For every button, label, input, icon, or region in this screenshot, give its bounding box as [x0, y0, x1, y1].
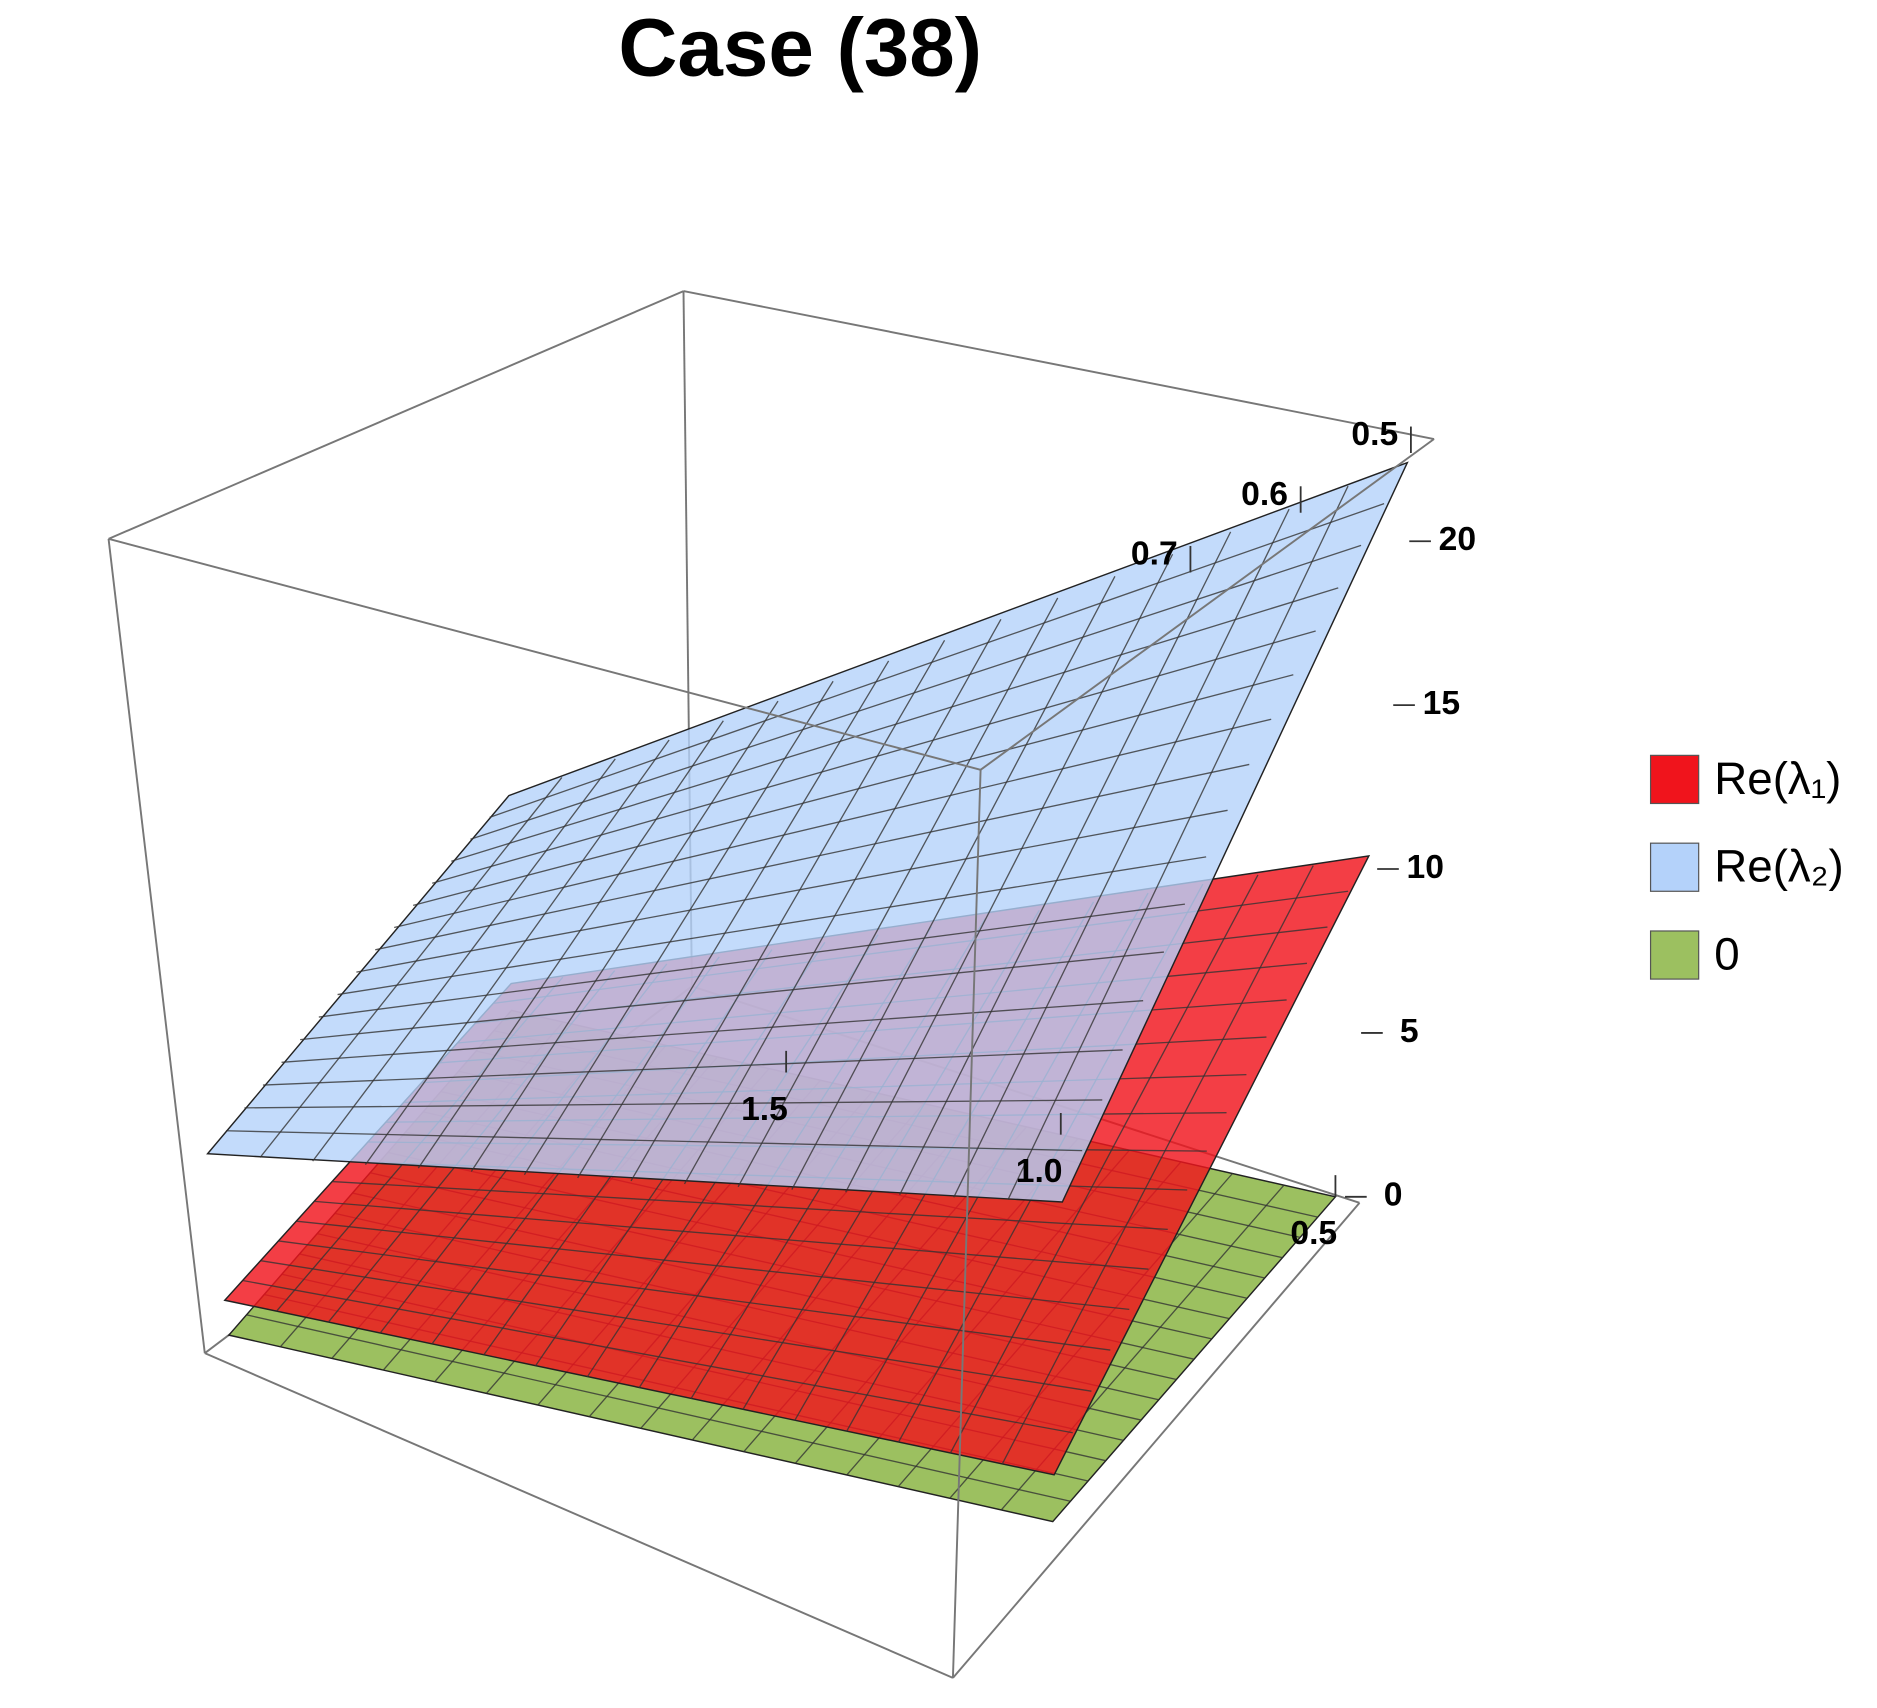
y-tick-label: 1.0: [1016, 1153, 1063, 1190]
y-tick-label: 1.5: [741, 1091, 788, 1128]
mesh-line: [262, 1049, 1123, 1086]
mesh-line: [737, 597, 1059, 1188]
mesh-line: [953, 508, 1290, 1198]
mesh-line: [244, 1099, 1103, 1109]
mesh-line: [791, 575, 1116, 1190]
mesh-line: [246, 1314, 1071, 1502]
mesh-line: [523, 680, 834, 1176]
mesh-line: [356, 809, 1228, 973]
mesh-line: [332, 1180, 1168, 1231]
mesh-line: [278, 1240, 1111, 1351]
mesh-line: [1001, 865, 1314, 1465]
x-tick-label: 0.7: [1131, 536, 1178, 573]
box-edge: [108, 537, 981, 771]
mesh-line: [949, 874, 1259, 1454]
mesh-line: [899, 531, 1232, 1196]
box-edge: [980, 438, 1435, 771]
legend: Re(λ₁) Re(λ₂) 0: [1649, 753, 1844, 980]
mesh-line: [300, 951, 1164, 1041]
box-edge: [107, 538, 206, 1354]
surfaces: [206, 461, 1409, 1523]
mesh-line: [470, 544, 1362, 840]
x-tick-label: 0.5: [1351, 416, 1398, 453]
z-tick-label: 15: [1423, 685, 1460, 722]
box-edge: [951, 769, 982, 1678]
y-tick-label: 0.5: [1290, 1215, 1337, 1252]
surface-patch: [206, 461, 1409, 1203]
mesh-line: [318, 903, 1186, 1018]
z-tick-label: 20: [1439, 521, 1476, 558]
z-tick-label: 5: [1400, 1013, 1419, 1050]
mesh-line: [451, 587, 1339, 862]
legend-swatch: [1649, 842, 1700, 892]
z-tick-label: 10: [1407, 849, 1444, 886]
axes: 0 5 10 15 20 0.5 0.6 0.7 0.5 1.0 1.5: [741, 416, 1476, 1252]
mesh-line: [1007, 485, 1349, 1200]
legend-label: Re(λ₁): [1714, 753, 1841, 804]
mesh-line: [281, 999, 1144, 1063]
mesh-line: [630, 639, 946, 1182]
mesh-line: [260, 1260, 1092, 1392]
mesh-line: [489, 503, 1385, 819]
legend-swatch: [1649, 754, 1700, 805]
mesh-line: [417, 720, 724, 1169]
surface: [206, 461, 1409, 1203]
box-edge: [204, 1352, 954, 1679]
mesh-line: [242, 1279, 1073, 1434]
box-edge: [108, 290, 684, 540]
box-front: [108, 438, 1435, 1679]
mesh-line: [577, 660, 890, 1179]
mesh-line: [225, 1130, 1083, 1152]
mesh-line: [431, 630, 1316, 884]
mesh-line: [364, 739, 670, 1166]
mesh-line: [337, 856, 1207, 996]
mesh-line: [375, 763, 1250, 951]
mesh-line: [259, 776, 563, 1158]
legend-label: Re(λ₂): [1714, 841, 1843, 892]
mesh-line: [394, 718, 1272, 929]
mesh-line: [683, 618, 1002, 1185]
mesh-line: [470, 700, 779, 1172]
mesh-line: [314, 1200, 1149, 1270]
mesh-line: [412, 674, 1294, 906]
mesh-line: [312, 758, 616, 1162]
chart-title: Case (38): [618, 3, 982, 94]
x-tick-label: 0.6: [1241, 476, 1288, 513]
box-edge: [683, 290, 1435, 440]
legend-label: 0: [1714, 929, 1739, 980]
box-edge: [952, 1202, 1361, 1679]
mesh-line: [845, 553, 1174, 1193]
z-tick-label: 0: [1384, 1177, 1403, 1214]
legend-swatch: [1649, 930, 1700, 980]
mesh-line: [296, 1220, 1130, 1311]
